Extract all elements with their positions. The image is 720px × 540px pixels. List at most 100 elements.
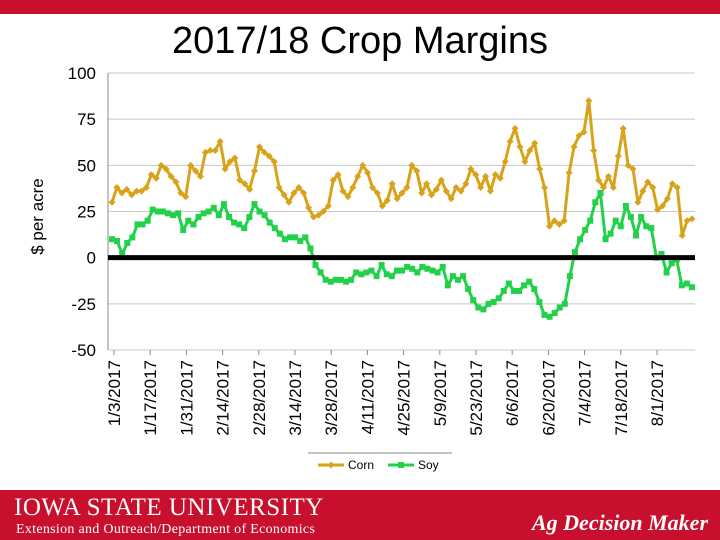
data-point-corn [550, 217, 558, 225]
y-tick-label: 100 [68, 64, 96, 83]
data-point-corn [329, 176, 337, 184]
data-point-corn [629, 165, 637, 173]
data-point-soy [312, 262, 319, 269]
data-point-corn [373, 189, 381, 197]
data-point-corn [147, 171, 155, 179]
x-tick-label: 7/4/2017 [576, 360, 595, 426]
y-tick-label: 25 [77, 203, 96, 222]
x-tick-label: 8/1/2017 [648, 360, 667, 426]
data-point-soy [129, 234, 136, 241]
x-tick-label: 3/14/2017 [286, 360, 305, 436]
data-point-corn [339, 187, 347, 195]
data-point-corn [585, 97, 593, 105]
data-point-corn [668, 180, 676, 188]
data-point-soy [510, 287, 517, 294]
data-point-corn [246, 185, 254, 193]
data-point-soy [536, 298, 543, 305]
data-point-corn [634, 198, 642, 206]
data-point-corn [270, 158, 278, 166]
data-point-soy [454, 276, 461, 283]
data-point-soy [633, 232, 640, 239]
data-point-soy [597, 190, 604, 197]
data-point-soy [358, 271, 365, 278]
data-point-soy [302, 234, 309, 241]
data-point-corn [526, 147, 534, 155]
data-point-corn [536, 165, 544, 173]
data-point-corn [403, 183, 411, 191]
data-point-soy [261, 212, 268, 219]
data-point-soy [292, 234, 299, 241]
y-axis-title: $ per acre [28, 178, 47, 255]
data-point-corn [678, 232, 686, 240]
data-point-soy [393, 267, 400, 274]
data-point-soy [256, 208, 263, 215]
data-point-soy [409, 265, 416, 272]
data-point-soy [348, 276, 355, 283]
data-point-corn [334, 171, 342, 179]
data-point-soy [119, 250, 126, 257]
y-tick-label: -50 [71, 341, 96, 360]
data-point-corn [369, 183, 377, 191]
data-point-corn [324, 202, 332, 210]
data-point-soy [582, 226, 589, 233]
data-point-soy [460, 273, 467, 280]
data-point-soy [175, 210, 182, 217]
data-point-soy [180, 226, 187, 233]
data-point-corn [319, 208, 327, 215]
data-point-corn [206, 147, 214, 155]
data-point-corn [659, 202, 667, 210]
data-point-soy [577, 236, 584, 243]
data-point-corn [624, 161, 632, 169]
data-point-soy [485, 300, 492, 307]
x-tick-label: 2/14/2017 [214, 360, 233, 436]
data-point-corn [590, 147, 598, 155]
data-point-corn [128, 191, 136, 199]
data-point-soy [322, 276, 329, 283]
data-point-corn [649, 183, 657, 191]
data-point-soy [526, 278, 533, 285]
data-point-corn [133, 187, 141, 195]
data-point-corn [280, 191, 288, 199]
data-point-soy [271, 225, 278, 232]
data-point-soy [495, 295, 502, 302]
data-point-soy [465, 286, 472, 293]
data-point-soy [383, 271, 390, 278]
data-point-corn [467, 165, 475, 173]
data-point-soy [500, 287, 507, 294]
data-point-soy [444, 282, 451, 289]
data-point-soy [154, 208, 161, 215]
data-point-corn [418, 189, 426, 197]
data-point-corn [462, 180, 470, 188]
data-point-corn [285, 198, 293, 206]
x-tick-label: 6/20/2017 [539, 360, 558, 436]
data-point-soy [638, 214, 645, 221]
data-point-corn [305, 204, 313, 212]
data-point-soy [480, 306, 487, 313]
data-point-soy [571, 249, 578, 256]
data-point-soy [164, 210, 171, 217]
data-point-corn [142, 183, 150, 191]
data-point-corn [182, 193, 190, 201]
data-point-soy [622, 202, 629, 209]
data-point-soy [114, 238, 121, 245]
x-tick-label: 6/6/2017 [503, 360, 522, 426]
data-point-soy [388, 273, 395, 280]
data-point-corn [506, 137, 514, 145]
data-point-corn [663, 195, 671, 203]
data-point-soy [490, 298, 497, 305]
data-point-corn [555, 220, 563, 228]
data-point-corn [423, 180, 431, 188]
data-point-corn [595, 176, 603, 184]
data-point-corn [265, 152, 273, 160]
data-point-corn [221, 165, 229, 173]
data-point-corn [398, 189, 406, 197]
data-point-corn [300, 189, 308, 197]
margins-chart: 100 75 50 25 0 -25 -50 $ per acre 1/3/2017 1/17/2… [28, 64, 696, 472]
data-point-soy [531, 286, 538, 293]
data-point-soy [332, 276, 339, 283]
x-tick-label: 1/31/2017 [177, 360, 196, 436]
data-point-soy [205, 208, 212, 215]
data-point-corn [511, 124, 519, 132]
data-point-corn [226, 158, 234, 166]
data-point-soy [470, 297, 477, 304]
